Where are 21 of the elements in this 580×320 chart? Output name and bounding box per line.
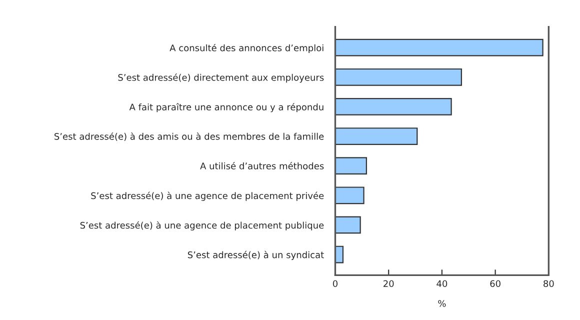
bar xyxy=(335,98,452,116)
bar xyxy=(335,186,364,204)
x-tick-label: 20 xyxy=(384,280,394,288)
bar xyxy=(335,157,368,175)
y-tick-label: S’est adressé(e) à une agence de placement privée xyxy=(91,192,324,201)
y-tick-label: S’est adressé(e) à une agence de placement publique xyxy=(80,221,324,230)
y-tick-label: A consulté des annonces d’emploi xyxy=(170,44,324,54)
y-tick-label: A utilisé d’autres méthodes xyxy=(200,162,324,170)
x-tick-label: 60 xyxy=(490,280,500,288)
x-tick-label: 0 xyxy=(332,280,338,288)
bar xyxy=(335,216,361,234)
bar xyxy=(335,68,462,86)
y-tick-label: S’est adressé(e) à des amis ou à des membres de la famille xyxy=(54,132,324,141)
y-tick-label: S’est adressé(e) à un syndicat xyxy=(188,250,324,260)
x-tick-label: 40 xyxy=(436,280,448,288)
y-tick-label: S’est adressé(e) directement aux employeurs xyxy=(118,74,324,83)
bar xyxy=(335,38,544,56)
x-axis-title: % xyxy=(438,300,446,307)
y-tick-label: A fait paraître une annonce ou y a répondu xyxy=(129,103,324,112)
bar xyxy=(335,128,418,145)
x-tick-label: 80 xyxy=(544,280,554,288)
